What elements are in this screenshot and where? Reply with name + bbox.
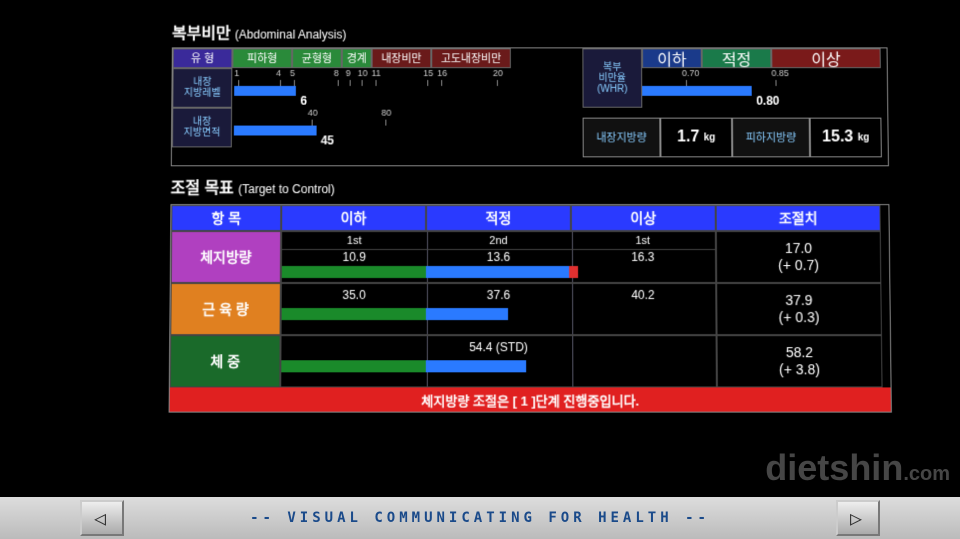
target-title: 조절 목표 (Target to Control)	[171, 174, 910, 198]
tick: 9	[346, 68, 351, 78]
tick: 1	[234, 68, 239, 78]
adjust-value: 37.9(+ 0.3)	[716, 283, 882, 335]
visceral-level-bar	[234, 86, 296, 96]
target-row: 근 육 량35.037.640.237.9(+ 0.3)	[170, 283, 890, 335]
th-low: 이하	[281, 205, 426, 231]
subcut-fat-value: 15.3 kg	[810, 118, 882, 158]
tick: 20	[493, 68, 503, 78]
whr-label: 복부 비만율 (WHR)	[582, 48, 642, 107]
visceral-area-label: 내장 지방면적	[172, 108, 232, 148]
visceral-area-chart: 40 80 45	[234, 108, 513, 148]
type-header: 유 형	[173, 48, 233, 68]
visceral-level-label: 내장 지방레벨	[172, 68, 232, 108]
tick: 40	[308, 108, 318, 118]
visceral-fat-label: 내장지방량	[583, 118, 661, 158]
row-label: 근 육 량	[170, 283, 281, 335]
whr-zone: 이하	[642, 48, 702, 68]
type-zone: 균형형	[292, 48, 342, 68]
seg-value	[281, 340, 426, 354]
tick: 5	[290, 68, 295, 78]
progress-bar	[281, 360, 425, 372]
type-header-row: 유 형 피하형균형형경계내장비만고도내장비만	[173, 48, 571, 68]
seg-value: 16.3	[571, 250, 715, 264]
next-button[interactable]: ▷	[836, 500, 880, 536]
visceral-level-chart: 1 45 89 10 11 15 16 20 6	[234, 68, 513, 108]
abdominal-title-ko: 복부비만	[172, 26, 231, 43]
whr-value: 0.80	[756, 94, 779, 108]
whr-zone: 이상	[771, 48, 881, 68]
tick: 8	[334, 68, 339, 78]
adjust-value: 58.2(+ 3.8)	[717, 335, 883, 387]
tick: 11	[372, 68, 381, 78]
type-zone: 피하형	[232, 48, 292, 68]
progress-bar	[282, 308, 426, 320]
tick: 15	[423, 68, 433, 78]
tick: 4	[276, 68, 281, 78]
subcut-fat-label: 피하지방량	[732, 118, 810, 158]
abdominal-title: 복부비만 (Abdominal Analysis)	[172, 20, 907, 44]
visceral-level-value: 6	[300, 94, 307, 108]
watermark: dietshin.com	[765, 447, 950, 489]
seg-value: 35.0	[282, 288, 427, 302]
tick: 10	[358, 68, 368, 78]
abdominal-panel: 유 형 피하형균형형경계내장비만고도내장비만 내장 지방레벨 1 45 89 10 11…	[171, 47, 889, 166]
whr-zone: 적정	[702, 48, 772, 68]
target-row: 체 중 54.4 (STD) 58.2(+ 3.8)	[170, 335, 891, 387]
row-bars: 54.4 (STD)	[280, 335, 717, 387]
th-item: 항 목	[171, 205, 281, 231]
whr-chart: 0.70 0.85 0.80	[642, 68, 881, 108]
target-row: 체지방량1st2nd1st10.913.616.317.0(+ 0.7)	[171, 231, 890, 283]
visceral-fat-value: 1.7 kg	[660, 118, 732, 158]
target-header: 항 목 이하 적정 이상 조절치	[171, 205, 888, 231]
seg-value: 40.2	[571, 288, 716, 302]
th-adj: 조절치	[716, 205, 881, 231]
prev-button[interactable]: ◁	[80, 500, 124, 536]
row-bars: 1st2nd1st10.913.616.3	[281, 231, 716, 283]
row-label: 체지방량	[171, 231, 281, 283]
row-bars: 35.037.640.2	[281, 283, 717, 335]
abdominal-title-en: (Abdominal Analysis)	[235, 28, 346, 42]
tick: 80	[381, 108, 391, 118]
th-ok: 적정	[426, 205, 571, 231]
target-footer: 체지방량 조절은 [ 1 ]단계 진행중입니다.	[170, 387, 891, 411]
visceral-area-value: 45	[321, 134, 334, 148]
seg-value: 10.9	[282, 250, 426, 264]
tick: 0.70	[682, 68, 699, 78]
whr-bar	[642, 86, 752, 96]
type-zone: 경계	[342, 48, 372, 68]
adjust-value: 17.0(+ 0.7)	[716, 231, 881, 283]
seg-value: 37.6	[426, 288, 571, 302]
type-zone: 고도내장비만	[431, 48, 511, 68]
tick: 16	[437, 68, 447, 78]
th-high: 이상	[571, 205, 716, 231]
row-label: 체 중	[170, 335, 281, 387]
seg-value: 13.6	[426, 250, 570, 264]
target-table: 항 목 이하 적정 이상 조절치 체지방량1st2nd1st10.913.616…	[169, 204, 892, 413]
visceral-area-bar	[234, 126, 317, 136]
type-zone: 내장비만	[372, 48, 432, 68]
bottom-bar: ◁ -- VISUAL COMMUNICATING FOR HEALTH -- …	[0, 497, 960, 539]
seg-value: 54.4 (STD)	[426, 340, 571, 354]
tick: 0.85	[771, 68, 789, 78]
bottom-text: -- VISUAL COMMUNICATING FOR HEALTH --	[250, 510, 710, 526]
progress-bar	[282, 266, 426, 278]
seg-value	[571, 340, 716, 354]
